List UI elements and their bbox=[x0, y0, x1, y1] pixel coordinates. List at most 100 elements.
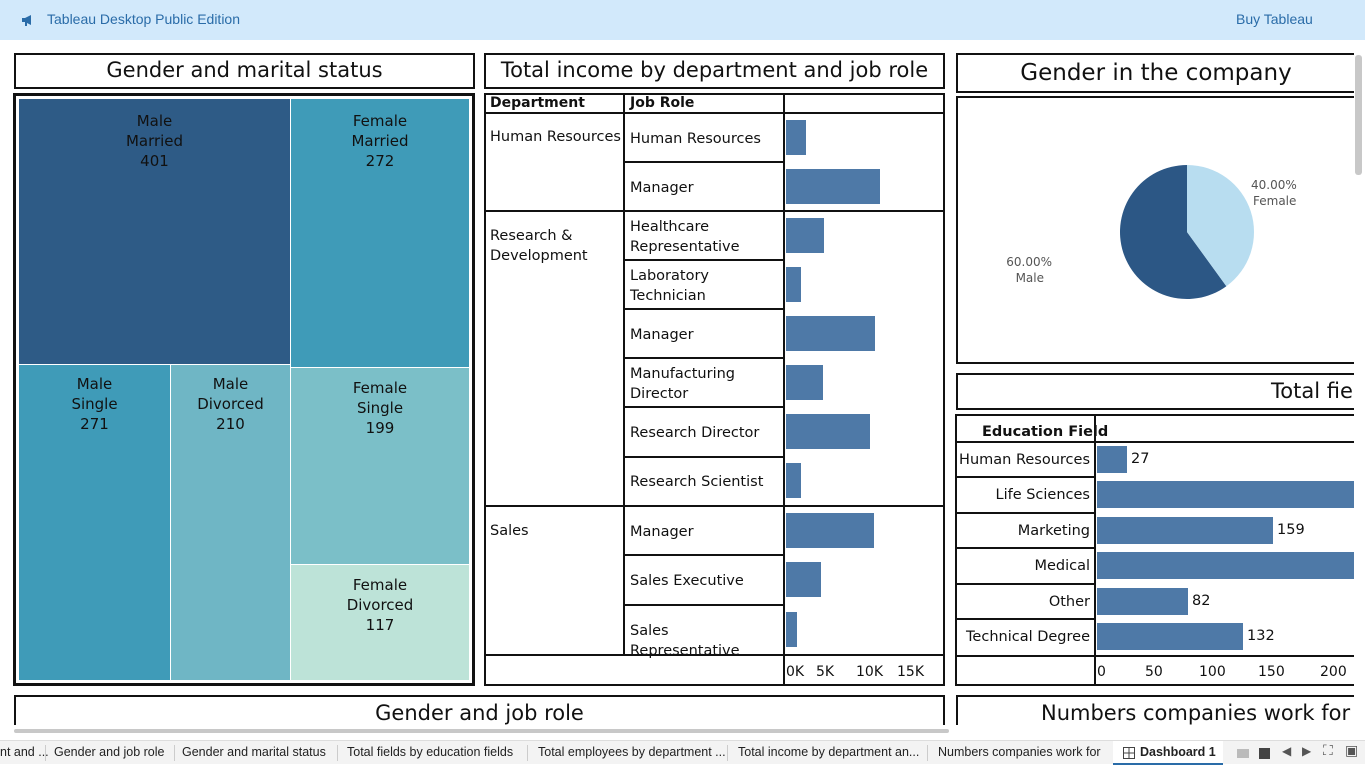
education-axis-tick: 100 bbox=[1199, 664, 1226, 680]
education-bar[interactable] bbox=[1097, 446, 1127, 473]
department-hr[interactable]: Human Resources bbox=[490, 129, 621, 145]
show-tabs-icon[interactable] bbox=[1259, 748, 1270, 759]
edu-row-divider bbox=[955, 618, 1095, 620]
marital-status-title: Gender and marital status bbox=[14, 53, 475, 89]
gender-company-title: Gender in the company bbox=[956, 53, 1354, 93]
tab-companies[interactable]: Numbers companies work for bbox=[938, 745, 1101, 759]
treemap-cell-value: 199 bbox=[365, 419, 395, 437]
job-role-label[interactable]: Research Director bbox=[630, 424, 760, 441]
tab-gender-marital[interactable]: Gender and marital status bbox=[182, 745, 326, 759]
education-bar[interactable] bbox=[1097, 552, 1354, 579]
income-bar[interactable] bbox=[786, 267, 801, 302]
treemap-cell-value: 210 bbox=[216, 415, 245, 433]
tab-dashboard-label: Dashboard 1 bbox=[1140, 745, 1216, 759]
income-title-text: Total income by department and job role bbox=[500, 58, 929, 82]
treemap-cell-label2: Married bbox=[125, 132, 184, 150]
buy-tableau-link[interactable]: Buy Tableau bbox=[1236, 11, 1313, 27]
department-rd[interactable]: Research & Development bbox=[490, 228, 588, 264]
vertical-scrollbar[interactable] bbox=[1355, 55, 1362, 175]
education-bar[interactable] bbox=[1097, 481, 1354, 508]
job-role-label[interactable]: Human Resources bbox=[630, 130, 761, 147]
gender-pie-panel: 60.00% Male 40.00% Female bbox=[956, 96, 1354, 364]
education-field-label[interactable]: Technical Degree bbox=[966, 629, 1090, 645]
row-divider bbox=[624, 161, 784, 163]
treemap-cell-label1: Male bbox=[136, 112, 173, 130]
marital-status-title-text: Gender and marital status bbox=[106, 58, 383, 82]
treemap-cell-label2: Single bbox=[71, 395, 118, 413]
job-role-label[interactable]: Manufacturing Director bbox=[630, 365, 735, 402]
header-divider bbox=[784, 112, 945, 114]
pie-label-male: Male bbox=[1016, 271, 1044, 285]
income-bar[interactable] bbox=[786, 218, 824, 253]
department-sales[interactable]: Sales bbox=[490, 523, 529, 539]
tab-total-fields[interactable]: Total fields by education fields bbox=[347, 745, 514, 759]
pie-slice-female[interactable] bbox=[1187, 165, 1254, 287]
job-role-label[interactable]: Research Scientist bbox=[630, 474, 764, 490]
education-axis-tick: 150 bbox=[1258, 664, 1285, 680]
fullscreen-icon[interactable]: ⛶ bbox=[1323, 743, 1333, 759]
treemap-cell[interactable]: Female Divorced 117 bbox=[291, 565, 470, 681]
treemap-cell-label1: Female bbox=[352, 112, 408, 130]
horizontal-scrollbar[interactable] bbox=[14, 729, 949, 733]
education-field-label[interactable]: Marketing bbox=[1017, 523, 1090, 539]
tab-overflow[interactable]: nt and ... bbox=[0, 745, 49, 759]
pie-slice-male[interactable] bbox=[1120, 165, 1227, 299]
tab-separator bbox=[337, 745, 338, 761]
job-role-label[interactable]: Healthcare Representative bbox=[630, 218, 740, 255]
treemap-cell[interactable]: Male Divorced 210 bbox=[171, 365, 291, 681]
treemap-cell[interactable]: Female Single 199 bbox=[291, 368, 470, 565]
income-bar[interactable] bbox=[786, 463, 801, 498]
education-field-label[interactable]: Life Sciences bbox=[995, 487, 1090, 503]
income-bar[interactable] bbox=[786, 365, 823, 400]
education-bar[interactable] bbox=[1097, 588, 1188, 615]
income-bar[interactable] bbox=[786, 414, 870, 449]
next-sheet-icon[interactable]: ▶ bbox=[1302, 744, 1312, 758]
jobrole-title-text: Gender and job role bbox=[375, 701, 584, 725]
education-bar[interactable] bbox=[1097, 517, 1273, 544]
show-filmstrip-icon[interactable] bbox=[1237, 749, 1249, 758]
education-field-label[interactable]: Medical bbox=[1034, 558, 1090, 574]
education-field-label[interactable]: Other bbox=[1048, 594, 1090, 610]
education-value-label: 159 bbox=[1277, 522, 1305, 538]
income-bar[interactable] bbox=[786, 316, 875, 351]
education-field-label[interactable]: Human Resources bbox=[959, 452, 1090, 468]
treemap-cell-label2: Divorced bbox=[197, 395, 264, 413]
income-bar[interactable] bbox=[786, 562, 821, 597]
education-bar[interactable] bbox=[1097, 623, 1243, 650]
treemap-cell[interactable]: Male Married 401 bbox=[19, 99, 291, 365]
treemap-cell-value: 271 bbox=[80, 415, 109, 433]
tab-gender-job-role[interactable]: Gender and job role bbox=[54, 745, 165, 759]
row-divider bbox=[624, 357, 784, 359]
job-role-label[interactable]: Sales Representative bbox=[630, 623, 740, 659]
job-role-label[interactable]: Manager bbox=[630, 179, 694, 196]
prev-sheet-icon[interactable]: ◀ bbox=[1282, 744, 1292, 758]
row-divider bbox=[624, 259, 784, 261]
income-bar[interactable] bbox=[786, 612, 797, 647]
income-bar[interactable] bbox=[786, 120, 806, 155]
row-divider bbox=[624, 406, 784, 408]
job-role-label[interactable]: Manager bbox=[630, 326, 694, 343]
tab-dashboard-active[interactable]: Dashboard 1 bbox=[1113, 741, 1223, 765]
treemap-cell[interactable]: Female Married 272 bbox=[291, 99, 470, 368]
tab-separator bbox=[527, 745, 528, 761]
job-role-label[interactable]: Laboratory Technician bbox=[630, 267, 709, 304]
gender-pie-chart: 60.00% Male 40.00% Female bbox=[1006, 165, 1297, 299]
presentation-icon[interactable]: ▣ bbox=[1345, 743, 1359, 759]
treemap-cell[interactable]: Male Single 271 bbox=[19, 365, 171, 681]
edu-divider bbox=[1094, 414, 1096, 686]
tab-separator bbox=[927, 745, 928, 761]
column-divider bbox=[623, 93, 625, 656]
pie-label-female: Female bbox=[1253, 194, 1296, 208]
row-divider bbox=[624, 554, 784, 556]
treemap-cell-label1: Male bbox=[76, 375, 113, 393]
tab-separator bbox=[727, 745, 728, 761]
fields-title: Total fie bbox=[956, 373, 1354, 410]
edu-row-divider bbox=[955, 583, 1095, 585]
tab-total-income[interactable]: Total income by department an... bbox=[738, 745, 920, 759]
income-axis-tick: 0K bbox=[786, 664, 805, 680]
income-bar[interactable] bbox=[786, 169, 880, 204]
job-role-label[interactable]: Sales Executive bbox=[630, 573, 744, 589]
tab-total-employees[interactable]: Total employees by department ... bbox=[538, 745, 726, 759]
income-bar[interactable] bbox=[786, 513, 874, 548]
job-role-label[interactable]: Manager bbox=[630, 523, 694, 540]
